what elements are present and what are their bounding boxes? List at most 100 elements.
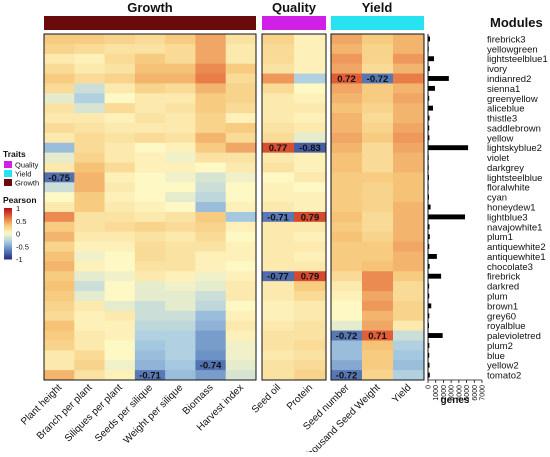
heatmap-cell bbox=[195, 251, 227, 262]
heatmap-cell bbox=[331, 192, 363, 203]
heatmap-cell bbox=[362, 360, 394, 371]
heatmap-cell bbox=[225, 122, 257, 134]
heatmap-cell bbox=[225, 360, 257, 371]
heatmap-cell bbox=[74, 43, 105, 55]
heatmap-cell bbox=[74, 241, 105, 252]
module-label: firebrick bbox=[487, 272, 521, 283]
genes-bar bbox=[428, 214, 466, 220]
heatmap-cell bbox=[225, 310, 257, 322]
cell-annotation: 0.79 bbox=[301, 212, 320, 223]
heatmap-cell bbox=[331, 172, 363, 183]
heatmap-cell bbox=[362, 122, 394, 134]
heatmap-cell bbox=[165, 83, 196, 94]
heatmap-cell bbox=[134, 271, 166, 282]
heatmap-cell bbox=[134, 122, 166, 134]
heatmap-cell bbox=[44, 221, 75, 233]
heatmap-cell bbox=[331, 211, 363, 223]
heatmap-cell bbox=[44, 63, 75, 74]
heatmap-cell bbox=[104, 73, 136, 84]
heatmap-cell bbox=[225, 241, 257, 252]
heatmap-cell bbox=[44, 132, 75, 144]
heatmap-cell bbox=[165, 310, 196, 322]
heatmap-cell bbox=[331, 43, 363, 55]
heatmap-cell bbox=[104, 83, 136, 94]
genes-tick-label: 5000 bbox=[464, 385, 471, 401]
module-label: palevioletred bbox=[487, 331, 541, 342]
pearson-legend-step bbox=[4, 234, 12, 237]
pearson-legend-step bbox=[4, 233, 12, 236]
heatmap-cell bbox=[262, 162, 295, 173]
heatmap-cell bbox=[393, 271, 425, 282]
heatmap-cell bbox=[262, 122, 295, 134]
heatmap-cell bbox=[44, 281, 75, 292]
heatmap-cell bbox=[195, 132, 227, 144]
heatmap-cell bbox=[225, 113, 257, 124]
heatmap-cell bbox=[74, 211, 105, 223]
heatmap-cell bbox=[225, 34, 257, 45]
heatmap-cell bbox=[134, 152, 166, 163]
heatmap-cell bbox=[262, 93, 295, 104]
traits-legend-title: Traits bbox=[3, 149, 26, 159]
pearson-legend-step bbox=[4, 243, 12, 246]
heatmap-cell bbox=[362, 350, 394, 361]
heatmap-cell bbox=[393, 370, 425, 381]
genes-bar bbox=[428, 293, 430, 299]
heatmap-cell bbox=[74, 310, 105, 322]
heatmap-cell bbox=[195, 83, 227, 94]
heatmap-cell bbox=[294, 271, 327, 282]
heatmap-cell bbox=[195, 241, 227, 252]
cell-annotation: -0.77 bbox=[267, 272, 289, 283]
heatmap-cell bbox=[44, 172, 75, 183]
heatmap-cell bbox=[74, 132, 105, 144]
heatmap-cell bbox=[362, 241, 394, 252]
heatmap-cell bbox=[195, 330, 227, 341]
heatmap-cell bbox=[165, 300, 196, 312]
heatmap-cell bbox=[44, 53, 75, 65]
module-label: chocolate3 bbox=[487, 262, 533, 273]
heatmap-cell bbox=[262, 261, 295, 272]
module-label: plum1 bbox=[487, 232, 513, 243]
heatmap-cell bbox=[44, 231, 75, 243]
heatmap-cell bbox=[331, 63, 363, 74]
heatmap-cell bbox=[104, 142, 136, 154]
heatmap-cell bbox=[225, 330, 257, 341]
heatmap-cell bbox=[362, 43, 394, 55]
heatmap-cell bbox=[165, 103, 196, 114]
heatmap-cell bbox=[134, 241, 166, 252]
heatmap-cell bbox=[104, 300, 136, 312]
heatmap-cell bbox=[74, 370, 105, 381]
module-label: antiquewhite2 bbox=[487, 242, 546, 253]
genes-bar bbox=[428, 66, 430, 72]
heatmap-cell bbox=[44, 291, 75, 302]
heatmap-cell bbox=[104, 53, 136, 65]
heatmap-cell bbox=[362, 182, 394, 193]
heatmap-cell bbox=[44, 251, 75, 262]
heatmap-cell bbox=[165, 43, 196, 55]
heatmap-cell bbox=[74, 271, 105, 282]
heatmap-cell bbox=[294, 142, 327, 154]
heatmap-cell bbox=[393, 202, 425, 213]
heatmap-cell bbox=[104, 281, 136, 292]
heatmap-cell bbox=[225, 93, 257, 104]
genes-bar bbox=[428, 303, 432, 309]
heatmap-cell bbox=[44, 271, 75, 282]
heatmap-cell bbox=[393, 192, 425, 203]
cell-annotation: -0.72 bbox=[336, 371, 358, 382]
module-label: lightblue3 bbox=[487, 212, 528, 223]
heatmap-cell bbox=[331, 83, 363, 94]
module-label: thistle3 bbox=[487, 114, 517, 125]
heatmap-cell bbox=[134, 251, 166, 262]
heatmap-cell bbox=[294, 63, 327, 74]
heatmap-cell bbox=[331, 360, 363, 371]
heatmap-cell bbox=[393, 73, 425, 84]
genes-tick-label: 3000 bbox=[449, 385, 456, 401]
heatmap-cell bbox=[134, 93, 166, 104]
heatmap-cell bbox=[331, 132, 363, 144]
heatmap-cell bbox=[331, 221, 363, 233]
heatmap-cell bbox=[393, 231, 425, 243]
pearson-legend-step bbox=[4, 213, 12, 215]
pearson-legend-step bbox=[4, 241, 12, 243]
cell-annotation: -0.72 bbox=[367, 74, 389, 85]
heatmap-cell bbox=[165, 192, 196, 203]
